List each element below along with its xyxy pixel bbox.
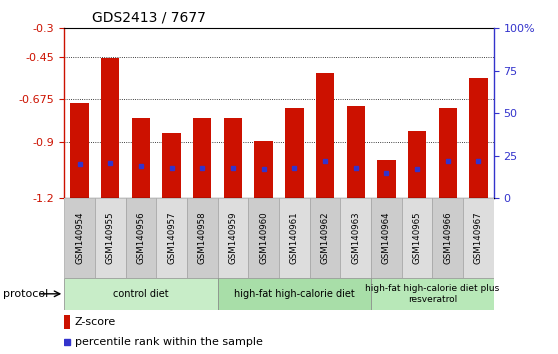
Bar (132, 118, 150, 198)
Bar (224, 118, 242, 198)
Text: high-fat high-calorie diet: high-fat high-calorie diet (234, 289, 355, 299)
Text: GSM140961: GSM140961 (290, 212, 299, 264)
Bar (285, 108, 304, 198)
Bar (187, 198, 218, 278)
Text: Z-score: Z-score (75, 318, 116, 327)
Bar (402, 198, 432, 278)
Text: GSM140956: GSM140956 (136, 212, 146, 264)
Text: GSM140964: GSM140964 (382, 212, 391, 264)
Bar (156, 198, 187, 278)
Bar (371, 198, 402, 278)
Text: GSM140954: GSM140954 (75, 212, 84, 264)
Bar (218, 278, 371, 310)
Text: GSM140965: GSM140965 (412, 212, 422, 264)
Bar (64, 315, 70, 329)
Text: GSM140962: GSM140962 (320, 212, 330, 264)
Bar (193, 118, 211, 198)
Text: control diet: control diet (113, 289, 169, 299)
Text: GSM140959: GSM140959 (228, 212, 238, 264)
Bar (347, 106, 365, 198)
Bar (218, 198, 248, 278)
Text: resveratrol: resveratrol (408, 295, 457, 304)
Bar (101, 58, 119, 198)
Bar (432, 198, 463, 278)
Bar (95, 198, 126, 278)
Bar (463, 198, 494, 278)
Bar (254, 141, 273, 198)
Text: GSM140967: GSM140967 (474, 212, 483, 264)
Bar (279, 198, 310, 278)
Text: protocol: protocol (3, 289, 48, 299)
Bar (408, 131, 426, 198)
Text: GSM140958: GSM140958 (198, 212, 207, 264)
Bar (70, 103, 89, 198)
Text: GSM140966: GSM140966 (443, 212, 453, 264)
Bar (162, 133, 181, 198)
Text: percentile rank within the sample: percentile rank within the sample (75, 337, 263, 347)
Bar (377, 160, 396, 198)
Text: high-fat high-calorie diet plus: high-fat high-calorie diet plus (365, 284, 499, 293)
Bar (248, 198, 279, 278)
Text: GSM140963: GSM140963 (351, 212, 360, 264)
Bar (316, 73, 334, 198)
Text: GSM140960: GSM140960 (259, 212, 268, 264)
Bar (310, 198, 340, 278)
Bar (64, 278, 218, 310)
Bar (340, 198, 371, 278)
Bar (469, 78, 488, 198)
Text: GSM140957: GSM140957 (167, 212, 176, 264)
Bar (64, 198, 95, 278)
Text: GSM140955: GSM140955 (105, 212, 115, 264)
Text: GDS2413 / 7677: GDS2413 / 7677 (92, 11, 206, 25)
Bar (371, 278, 494, 310)
Bar (126, 198, 156, 278)
Bar (439, 108, 457, 198)
